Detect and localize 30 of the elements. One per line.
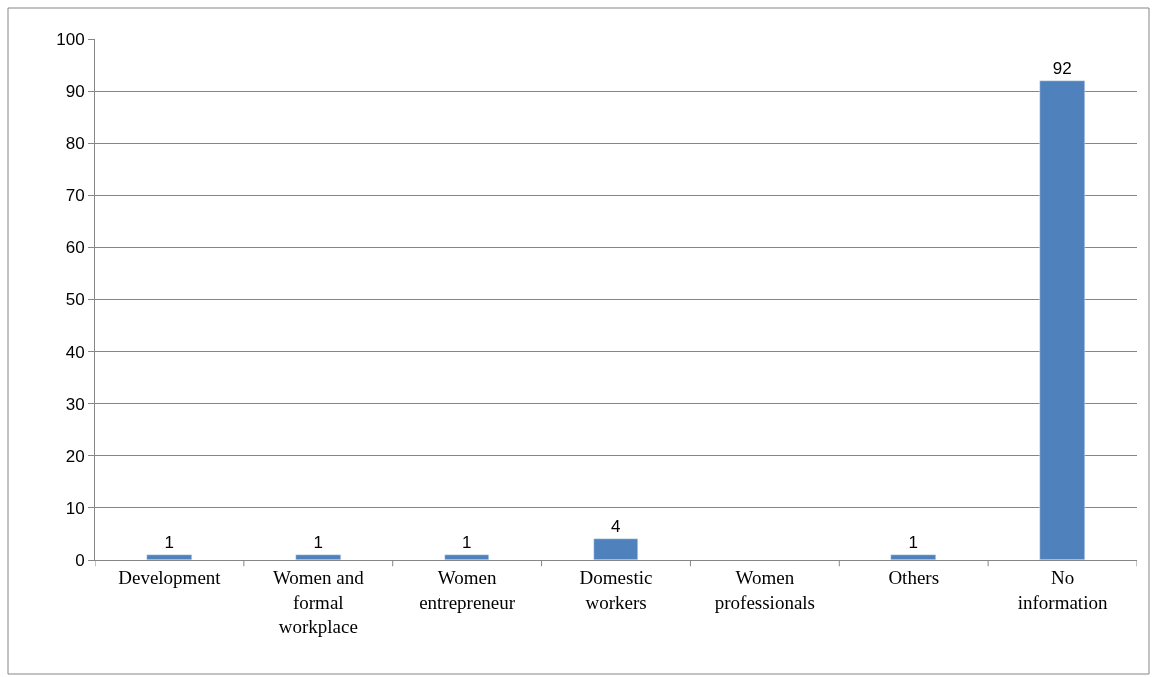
x-tick-label: Development	[118, 566, 222, 588]
x-tick-label: Domestic workers	[579, 566, 653, 613]
bar	[295, 554, 341, 560]
data-label: 4	[611, 516, 621, 536]
x-tick-label: Women professionals	[714, 566, 815, 613]
y-tick-label: 100	[56, 29, 85, 49]
x-tick-label: Others	[888, 566, 940, 588]
data-label: 1	[313, 532, 323, 552]
y-tick-label: 70	[65, 186, 85, 206]
y-tick-label: 40	[65, 342, 85, 362]
data-label: 1	[908, 532, 918, 552]
data-label: 1	[164, 532, 174, 552]
y-tick-label: 80	[65, 134, 85, 154]
bar	[593, 538, 638, 560]
bar	[146, 554, 192, 560]
bar	[1039, 80, 1085, 560]
x-tick-label: No information	[1017, 566, 1108, 613]
data-label: 92	[1052, 58, 1072, 78]
y-tick-label: 90	[65, 82, 85, 102]
y-tick-label: 0	[75, 550, 85, 570]
data-label: 1	[462, 532, 472, 552]
x-tick-label: Women entrepreneur	[419, 566, 516, 613]
y-tick-label: 50	[65, 290, 85, 310]
y-tick-label: 20	[65, 446, 85, 466]
y-tick-label: 30	[65, 394, 85, 414]
bar	[444, 554, 489, 560]
x-tick-label: Women and formal workplace	[272, 566, 365, 638]
bar	[890, 554, 936, 560]
y-tick-label: 60	[65, 238, 85, 258]
y-tick-label: 10	[65, 498, 85, 518]
